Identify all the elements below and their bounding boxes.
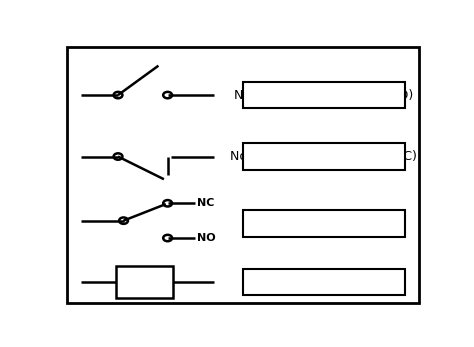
Text: Relay Coil: Relay Coil xyxy=(293,276,355,289)
Bar xyxy=(116,266,173,298)
Bar xyxy=(243,82,404,109)
Text: Normally Open Contact (NO): Normally Open Contact (NO) xyxy=(234,88,413,102)
Text: Changeover Contact: Changeover Contact xyxy=(259,217,388,230)
Text: NC: NC xyxy=(197,198,214,208)
Bar xyxy=(243,269,404,296)
Text: Normally Closed Contact (NC): Normally Closed Contact (NC) xyxy=(230,150,417,163)
Bar xyxy=(243,210,404,237)
Bar xyxy=(243,143,404,170)
Text: NO: NO xyxy=(197,233,216,243)
